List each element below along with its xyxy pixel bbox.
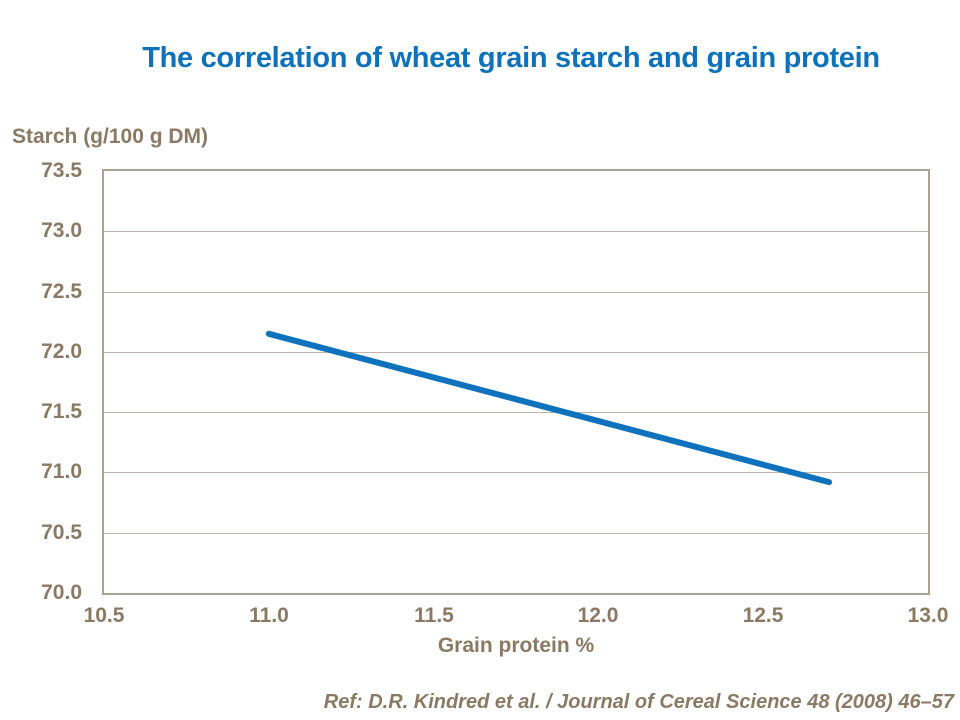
x-tick-label: 10.5 xyxy=(83,604,125,627)
y-gridline xyxy=(104,533,928,534)
x-tick-label: 13.0 xyxy=(907,604,949,627)
x-tick-label: 12.0 xyxy=(577,604,619,627)
y-axis-title: Starch (g/100 g DM) xyxy=(12,125,209,148)
y-gridline xyxy=(104,231,928,232)
x-tick-label: 12.5 xyxy=(742,604,784,627)
x-tick-label: 11.0 xyxy=(249,604,289,627)
y-tick-label: 73.0 xyxy=(41,219,82,242)
x-axis-title: Grain protein % xyxy=(437,634,595,657)
y-tick-label: 71.5 xyxy=(41,400,82,423)
y-gridline xyxy=(104,352,928,353)
trend-line xyxy=(265,330,833,486)
y-gridline xyxy=(104,412,928,413)
y-tick-label: 72.0 xyxy=(41,340,82,363)
y-tick-label: 72.5 xyxy=(41,280,82,303)
y-tick-label: 71.0 xyxy=(41,460,82,483)
x-tick-label: 11.5 xyxy=(414,604,454,627)
y-tick-label: 70.5 xyxy=(41,521,82,544)
y-tick-label: 73.5 xyxy=(41,159,82,182)
reference-citation: Ref: D.R. Kindred et al. / Journal of Ce… xyxy=(323,691,954,713)
chart-title: The correlation of wheat grain starch an… xyxy=(142,42,880,74)
y-gridline xyxy=(104,292,928,293)
chart-canvas xyxy=(265,330,833,486)
y-tick-label: 70.0 xyxy=(41,581,82,604)
plot-area xyxy=(102,169,930,595)
y-gridline xyxy=(104,472,928,473)
